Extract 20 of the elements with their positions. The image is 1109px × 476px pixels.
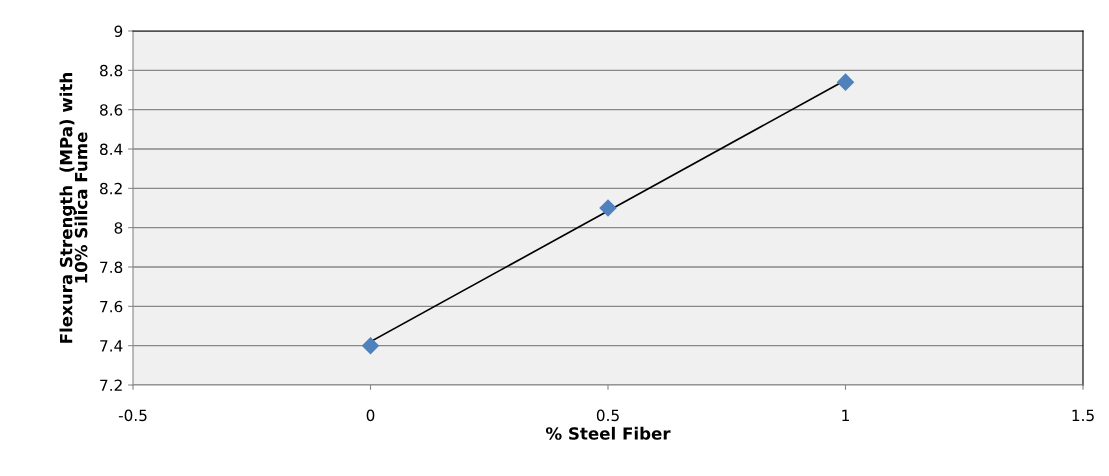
y-axis-title: Flexura Strength (MPa) with 10% Silica Fume: [59, 73, 88, 343]
x-tick-label: -0.5: [118, 409, 147, 422]
point: [836, 73, 855, 91]
y-tick-label: 8.6: [100, 104, 123, 116]
y-tick-label: 8.8: [100, 64, 123, 77]
x-axis-title: % Steel Fiber: [545, 426, 671, 440]
x-tick-label: 1.5: [1072, 409, 1094, 422]
y-tick-label: 7.6: [100, 300, 123, 313]
y-tick-label: 7.8: [100, 261, 123, 274]
y-tick-label: 7.4: [100, 340, 123, 352]
y-tick-label: 8.2: [100, 182, 122, 195]
x-tick-label: 0.5: [596, 409, 619, 422]
y-tick-label: 7.2: [100, 379, 122, 391]
y-tick-label: 9: [114, 25, 123, 38]
point: [599, 199, 617, 217]
y-tick-label: 8: [114, 222, 123, 234]
x-tick-label: 1: [842, 409, 849, 421]
x-tick-label: 0: [366, 409, 375, 422]
point: [361, 336, 380, 355]
y-tick-label: 8.4: [100, 143, 123, 156]
